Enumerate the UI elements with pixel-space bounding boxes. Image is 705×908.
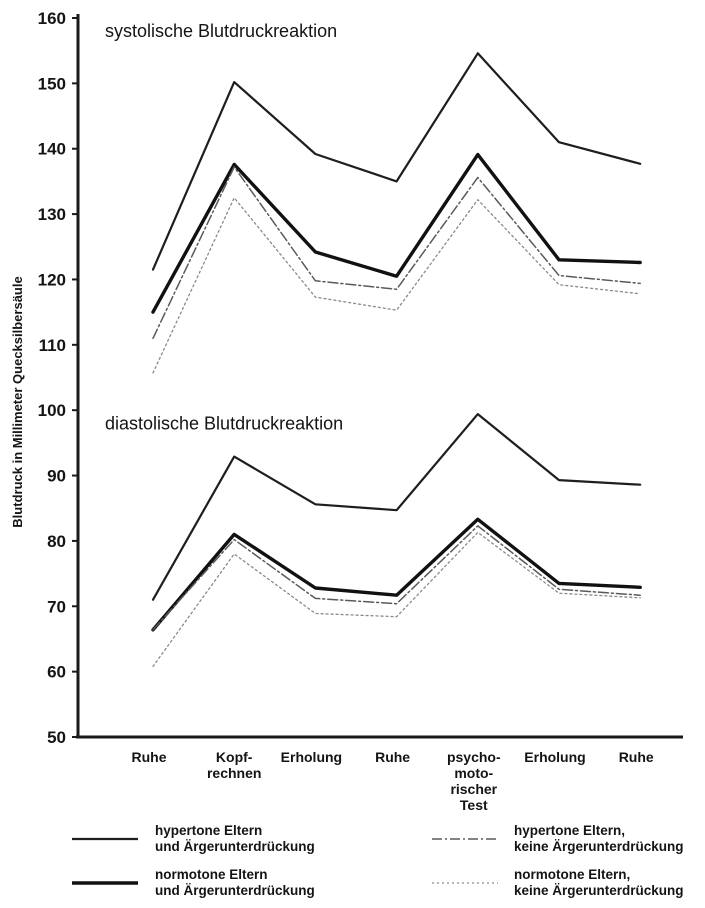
y-tick-label: 50 [47,728,66,747]
y-tick-label: 150 [38,74,66,93]
x-category-label: Ruhe [619,749,654,765]
y-tick-label: 160 [38,9,66,28]
y-tick-label: 140 [38,140,66,159]
legend-item: hypertone Eltern und Ärgerunterdrückung [72,823,315,854]
legend-item: normotone Eltern und Ärgerunterdrückung [72,867,315,898]
diastolic-title: diastolische Blutdruckreaktion [105,413,343,433]
x-category-label: psycho-moto-rischer Test [447,749,501,813]
legend-label: hypertone Eltern, keine Ärgerunterdrückun… [514,823,684,854]
y-tick-label: 110 [39,336,66,355]
series-line-systolisch-2 [151,152,642,314]
y-tick-label: 120 [38,270,66,289]
series-layer [151,52,642,668]
legend-label: normotone Eltern und Ärgerunterdrückung [155,867,315,898]
y-tick-label: 100 [38,401,66,420]
series-line-diastolisch-1 [152,525,641,631]
y-axis-ticks: 50 60 70 80 90 100 110 120 130 140 150 160 [38,9,78,747]
x-category-label: Ruhe [132,749,167,765]
legend-item: hypertone Eltern, keine Ärgerunterdrückun… [432,823,684,854]
y-axis-label: Blutdruck in Millimeter Quecksilbersäule [10,276,25,527]
x-category-label: Erholung [524,749,585,765]
series-line-systolisch-0 [151,52,642,271]
y-tick-label: 130 [38,205,66,224]
y-tick-label: 90 [47,467,66,486]
chart-annotations: systolische Blutdruckreaktion diastolisch… [105,21,343,433]
legend: hypertone Eltern und Ärgerunterdrückung hy… [72,823,684,898]
legend-label: normotone Eltern, keine Ärgerunterdrückun… [514,867,684,898]
series-line-diastolisch-3 [152,531,641,668]
series-line-diastolisch-2 [151,517,642,632]
y-tick-label: 60 [47,663,66,682]
x-category-label: Kopf-rechnen [207,749,261,781]
x-category-label: Ruhe [375,749,410,765]
y-tick-label: 70 [47,597,66,616]
legend-label: hypertone Eltern und Ärgerunterdrückung [155,823,315,854]
systolic-title: systolische Blutdruckreaktion [105,21,337,41]
series-line-systolisch-1 [152,166,641,340]
series-line-systolisch-3 [152,197,641,374]
legend-item: normotone Eltern, keine Ärgerunterdrückun… [432,867,684,898]
series-line-diastolisch-0 [151,413,642,601]
x-category-label: Erholung [281,749,342,765]
x-axis-category-labels: Ruhe Kopf-rechnen Erholung Ruhe psycho-moto-… [132,749,654,813]
y-tick-label: 80 [47,532,66,551]
